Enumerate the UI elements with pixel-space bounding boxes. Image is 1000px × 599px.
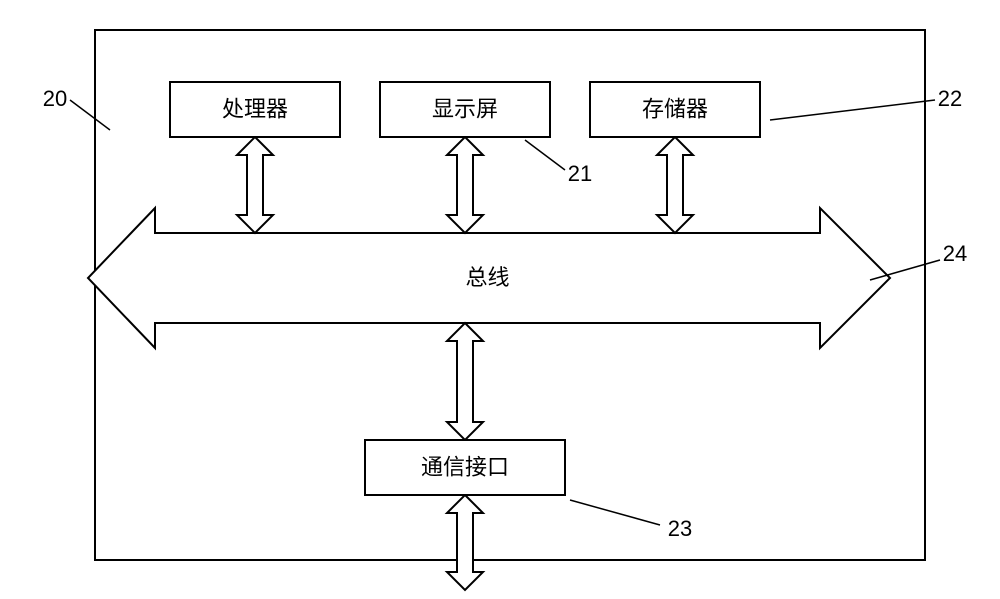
leader-c21 (525, 140, 565, 170)
arrow-disp-bus (447, 137, 483, 233)
box-label-comm: 通信接口 (421, 454, 509, 479)
bus-arrow: 总线 (88, 208, 890, 348)
architecture-diagram: 总线 处理器 显示屏 存储器通信接口 20 22 21 24 23 (0, 0, 1000, 599)
callout-c21: 21 (568, 161, 592, 186)
callout-c23: 23 (668, 516, 692, 541)
callout-c24: 24 (943, 241, 967, 266)
callout-c22: 22 (938, 86, 962, 111)
box-label-memory: 存储器 (642, 96, 708, 121)
box-label-display: 显示屏 (432, 96, 498, 121)
leader-c20 (70, 100, 110, 130)
arrow-mem-bus (657, 137, 693, 233)
arrow-comm-out (447, 495, 483, 590)
callout-c20: 20 (43, 86, 67, 111)
leader-c23 (570, 500, 660, 525)
leader-c22 (770, 100, 935, 120)
arrow-bus-comm (447, 323, 483, 440)
box-label-processor: 处理器 (222, 96, 288, 121)
connector-arrows (237, 137, 693, 590)
arrow-proc-bus (237, 137, 273, 233)
bus-label: 总线 (465, 265, 509, 290)
